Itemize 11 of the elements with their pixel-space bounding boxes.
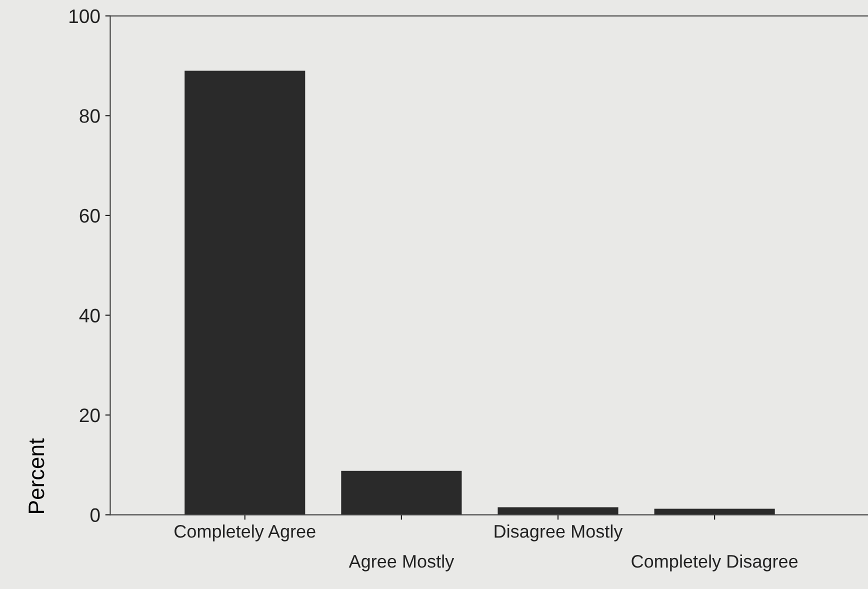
x-tick-label: Completely Agree	[174, 524, 316, 542]
y-tick-label: 0	[90, 508, 100, 522]
y-tick-label: 20	[80, 408, 100, 422]
y-axis-title: Percent	[28, 438, 44, 513]
y-tick-label: 60	[80, 208, 100, 223]
x-tick-label: Completely Disagree	[632, 554, 798, 572]
x-tick-label: Disagree Mostly	[494, 524, 623, 542]
y-tick-label: 80	[80, 109, 100, 123]
x-tick-label: Agree Mostly	[348, 554, 454, 572]
y-tick-label: 100	[70, 9, 100, 24]
y-tick-label: 40	[79, 308, 100, 322]
